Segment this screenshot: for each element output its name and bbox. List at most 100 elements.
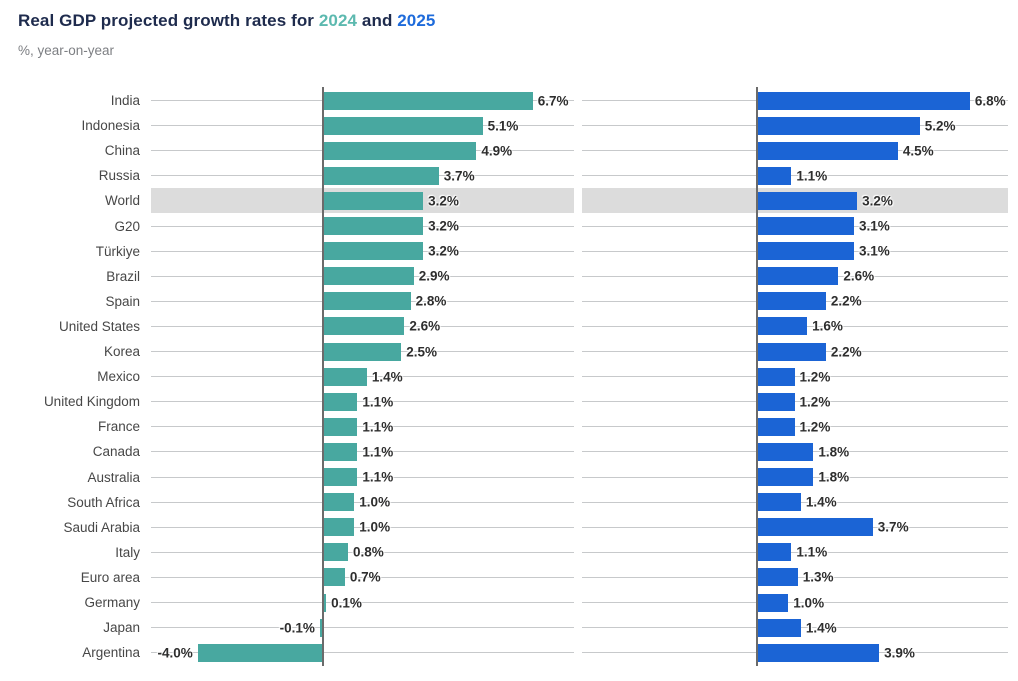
category-label: Euro area	[80, 569, 140, 585]
category-label: Korea	[103, 344, 140, 359]
value-label-2024: 3.2%	[428, 218, 459, 234]
bar-2025	[757, 166, 792, 185]
category-label: World	[104, 193, 140, 209]
category-label: Spain	[105, 293, 140, 309]
bar-2024	[323, 242, 424, 261]
bar-2025	[757, 242, 855, 261]
value-label-2024: 2.6%	[409, 318, 441, 334]
bar-2024	[323, 568, 345, 587]
value-label-2024: 5.1%	[487, 118, 519, 134]
title-year-2024: 2024	[318, 11, 358, 30]
category-label: South Africa	[67, 494, 140, 510]
bar-2024	[323, 217, 424, 236]
value-label-2024: 1.1%	[362, 469, 394, 485]
title-text: Real GDP projected growth rates for	[18, 11, 319, 30]
value-label-2024: 2.5%	[406, 344, 438, 360]
bar-2024	[323, 442, 358, 461]
value-label-2024: 1.0%	[359, 494, 391, 510]
bar-2025	[757, 91, 970, 110]
value-label-2025: 1.1%	[796, 168, 828, 184]
value-label-2025: 2.6%	[843, 268, 875, 284]
category-label: Brazil	[106, 268, 140, 284]
value-label-2025: 1.0%	[793, 595, 825, 611]
value-label-2025: 3.2%	[862, 193, 893, 209]
gridline-2025	[582, 376, 1008, 378]
category-label: France	[97, 419, 140, 435]
bar-2025	[757, 217, 855, 236]
gridline-2024	[151, 627, 574, 629]
value-label-2024: 3.7%	[443, 168, 475, 184]
value-label-2024: -0.1%	[279, 620, 315, 636]
bar-2024	[323, 292, 411, 311]
bar-2024	[319, 618, 323, 637]
category-label: China	[104, 143, 140, 159]
bar-2025	[757, 417, 795, 436]
title-conjunction: and	[357, 11, 398, 30]
category-label: Australia	[87, 469, 140, 485]
bar-2024	[323, 367, 367, 386]
value-label-2024: 3.2%	[428, 193, 459, 209]
gridline-2025	[582, 426, 1008, 428]
value-label-2024: -4.0%	[157, 645, 193, 661]
bar-2024	[323, 543, 349, 562]
value-label-2025: 1.8%	[818, 444, 850, 460]
value-label-2025: 1.2%	[799, 394, 831, 410]
bar-2025	[757, 618, 801, 637]
gridline-2024	[151, 602, 574, 604]
gridline-2024	[151, 652, 574, 654]
bar-2024	[323, 191, 424, 210]
bar-2024	[323, 493, 355, 512]
chart-title: Real GDP projected growth rates for 2024…	[18, 11, 435, 31]
value-label-2025: 1.6%	[812, 318, 843, 334]
bar-2025	[757, 593, 789, 612]
gridline-2024	[151, 451, 574, 453]
value-label-2024: 1.0%	[359, 519, 391, 535]
value-label-2025: 1.3%	[802, 569, 834, 585]
bar-2025	[757, 116, 920, 135]
bar-2024	[323, 593, 327, 612]
value-label-2024: 2.8%	[415, 293, 447, 309]
category-label: United States	[58, 318, 140, 334]
bar-2024	[323, 91, 533, 110]
value-label-2025: 4.5%	[902, 143, 934, 159]
category-label: G20	[114, 218, 140, 234]
value-label-2024: 6.7%	[537, 93, 569, 109]
value-label-2025: 1.2%	[799, 419, 831, 435]
value-label-2025: 1.1%	[796, 544, 828, 560]
bar-2025	[757, 141, 898, 160]
gridline-2024	[151, 476, 574, 478]
bar-2024	[323, 518, 355, 537]
bar-2025	[757, 367, 795, 386]
value-label-2024: 4.9%	[481, 143, 513, 159]
value-label-2025: 3.9%	[884, 645, 915, 661]
value-label-2025: 2.2%	[830, 344, 862, 360]
gridline-2025	[582, 551, 1008, 553]
bar-2024	[323, 267, 414, 286]
bar-2025	[757, 493, 801, 512]
bar-2024	[323, 166, 439, 185]
chart-subtitle: %, year-on-year	[18, 43, 115, 58]
value-label-2025: 6.8%	[974, 93, 1006, 109]
title-year-2025: 2025	[397, 11, 436, 30]
bar-2024	[323, 141, 477, 160]
category-label: India	[110, 93, 140, 108]
value-label-2024: 1.1%	[362, 394, 394, 410]
value-label-2024: 1.1%	[362, 444, 394, 460]
bar-2024	[323, 342, 402, 361]
bar-2025	[757, 267, 839, 286]
gridline-2024	[151, 426, 574, 428]
category-label: Italy	[115, 544, 140, 560]
category-label: Russia	[98, 168, 140, 184]
value-label-2025: 2.2%	[830, 293, 862, 309]
bar-2025	[757, 442, 814, 461]
category-label: Türkiye	[95, 243, 140, 259]
gridline-2024	[151, 501, 574, 503]
bar-2024	[323, 116, 483, 135]
gridline-2024	[151, 576, 574, 578]
bar-2025	[757, 292, 826, 311]
bar-2024	[197, 643, 323, 662]
gridline-2024	[151, 526, 574, 528]
value-label-2025: 1.4%	[805, 620, 837, 636]
gridline-2024	[151, 401, 574, 403]
value-label-2024: 0.1%	[331, 595, 362, 611]
